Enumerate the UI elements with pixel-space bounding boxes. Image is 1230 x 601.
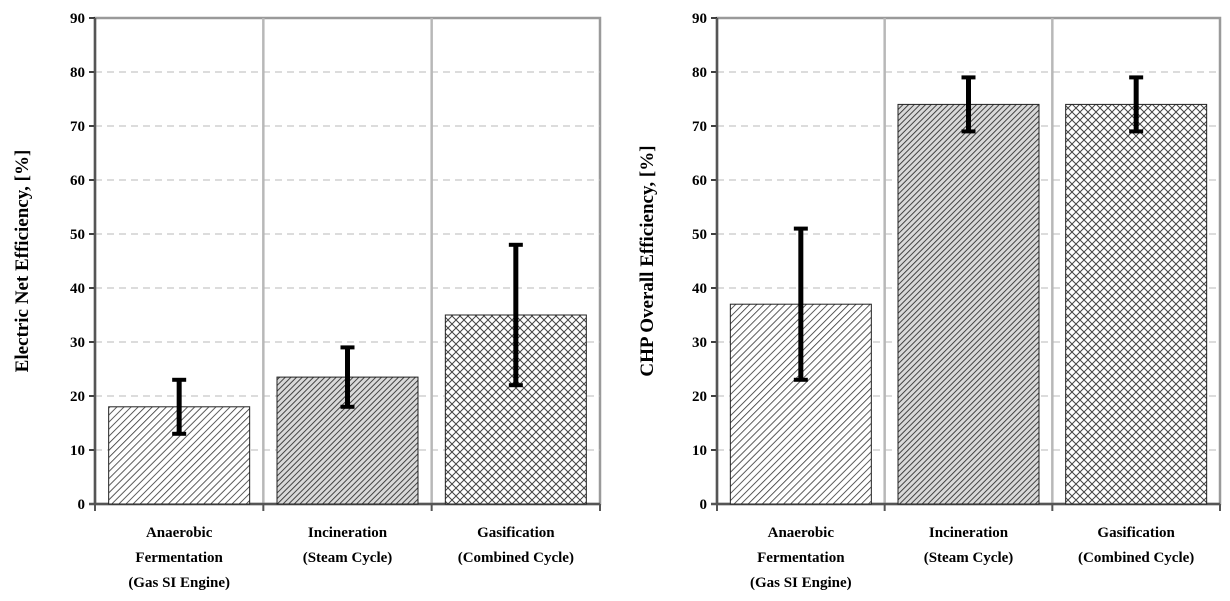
y-axis-label: Electric Net Efficiency, [%] xyxy=(12,150,33,373)
bar xyxy=(897,103,1040,505)
y-tick-label: 90 xyxy=(692,11,707,27)
x-category-label: Gasification (Combined Cycle) xyxy=(1078,525,1194,566)
y-tick-label: 0 xyxy=(700,497,708,513)
y-tick-label: 80 xyxy=(692,65,707,81)
y-tick-label: 60 xyxy=(70,173,85,189)
y-tick-label: 20 xyxy=(692,389,707,405)
y-tick-label: 70 xyxy=(70,119,85,135)
x-category-label-line: (Gas SI Engine) xyxy=(750,575,852,591)
y-tick-label: 0 xyxy=(78,497,86,513)
x-category-label-line: Fermentation xyxy=(757,550,845,566)
y-tick-label: 50 xyxy=(70,227,85,243)
y-tick-label: 30 xyxy=(692,335,707,351)
y-tick-label: 70 xyxy=(692,119,707,135)
chart-panel-1: 0 10 20 30 40 50 60 70 80 90 Anaerobic Fermentation… xyxy=(12,11,602,591)
x-category-label-line: Gasification xyxy=(477,525,555,541)
x-category-label-line: Anaerobic xyxy=(146,525,213,541)
chart-panel-2: 0 10 20 30 40 50 60 70 80 90 Anaerobic Fermentation… xyxy=(637,11,1222,591)
x-category-label-line: (Gas SI Engine) xyxy=(128,575,230,591)
y-tick-label: 50 xyxy=(692,227,707,243)
y-tick-label: 80 xyxy=(70,65,85,81)
y-tick-label: 30 xyxy=(70,335,85,351)
x-category-label: Gasification (Combined Cycle) xyxy=(458,525,574,566)
x-category-label: Anaerobic Fermentation (Gas SI Engine) xyxy=(750,525,852,591)
x-category-label-line: Incineration xyxy=(929,525,1009,541)
x-category-label-line: (Combined Cycle) xyxy=(1078,550,1194,566)
x-category-label: Incineration (Steam Cycle) xyxy=(924,525,1014,566)
y-tick-label: 60 xyxy=(692,173,707,189)
x-category-label-line: (Steam Cycle) xyxy=(303,550,393,566)
bar xyxy=(1065,103,1208,505)
x-category-label-line: Incineration xyxy=(308,525,388,541)
y-tick-label: 90 xyxy=(70,11,85,27)
y-tick-label: 10 xyxy=(692,443,707,459)
x-category-label-line: (Combined Cycle) xyxy=(458,550,574,566)
y-tick-label: 10 xyxy=(70,443,85,459)
x-category-label-line: Anaerobic xyxy=(768,525,835,541)
x-category-label: Incineration (Steam Cycle) xyxy=(303,525,393,566)
y-tick-label: 20 xyxy=(70,389,85,405)
x-category-label-line: (Steam Cycle) xyxy=(924,550,1014,566)
y-tick-label: 40 xyxy=(692,281,707,297)
x-category-label-line: Fermentation xyxy=(135,550,223,566)
y-tick-label: 40 xyxy=(70,281,85,297)
y-axis-label: CHP Overall Efficiency, [%] xyxy=(637,145,658,376)
bar xyxy=(276,376,419,505)
x-category-label: Anaerobic Fermentation (Gas SI Engine) xyxy=(128,525,230,591)
x-category-label-line: Gasification xyxy=(1097,525,1175,541)
